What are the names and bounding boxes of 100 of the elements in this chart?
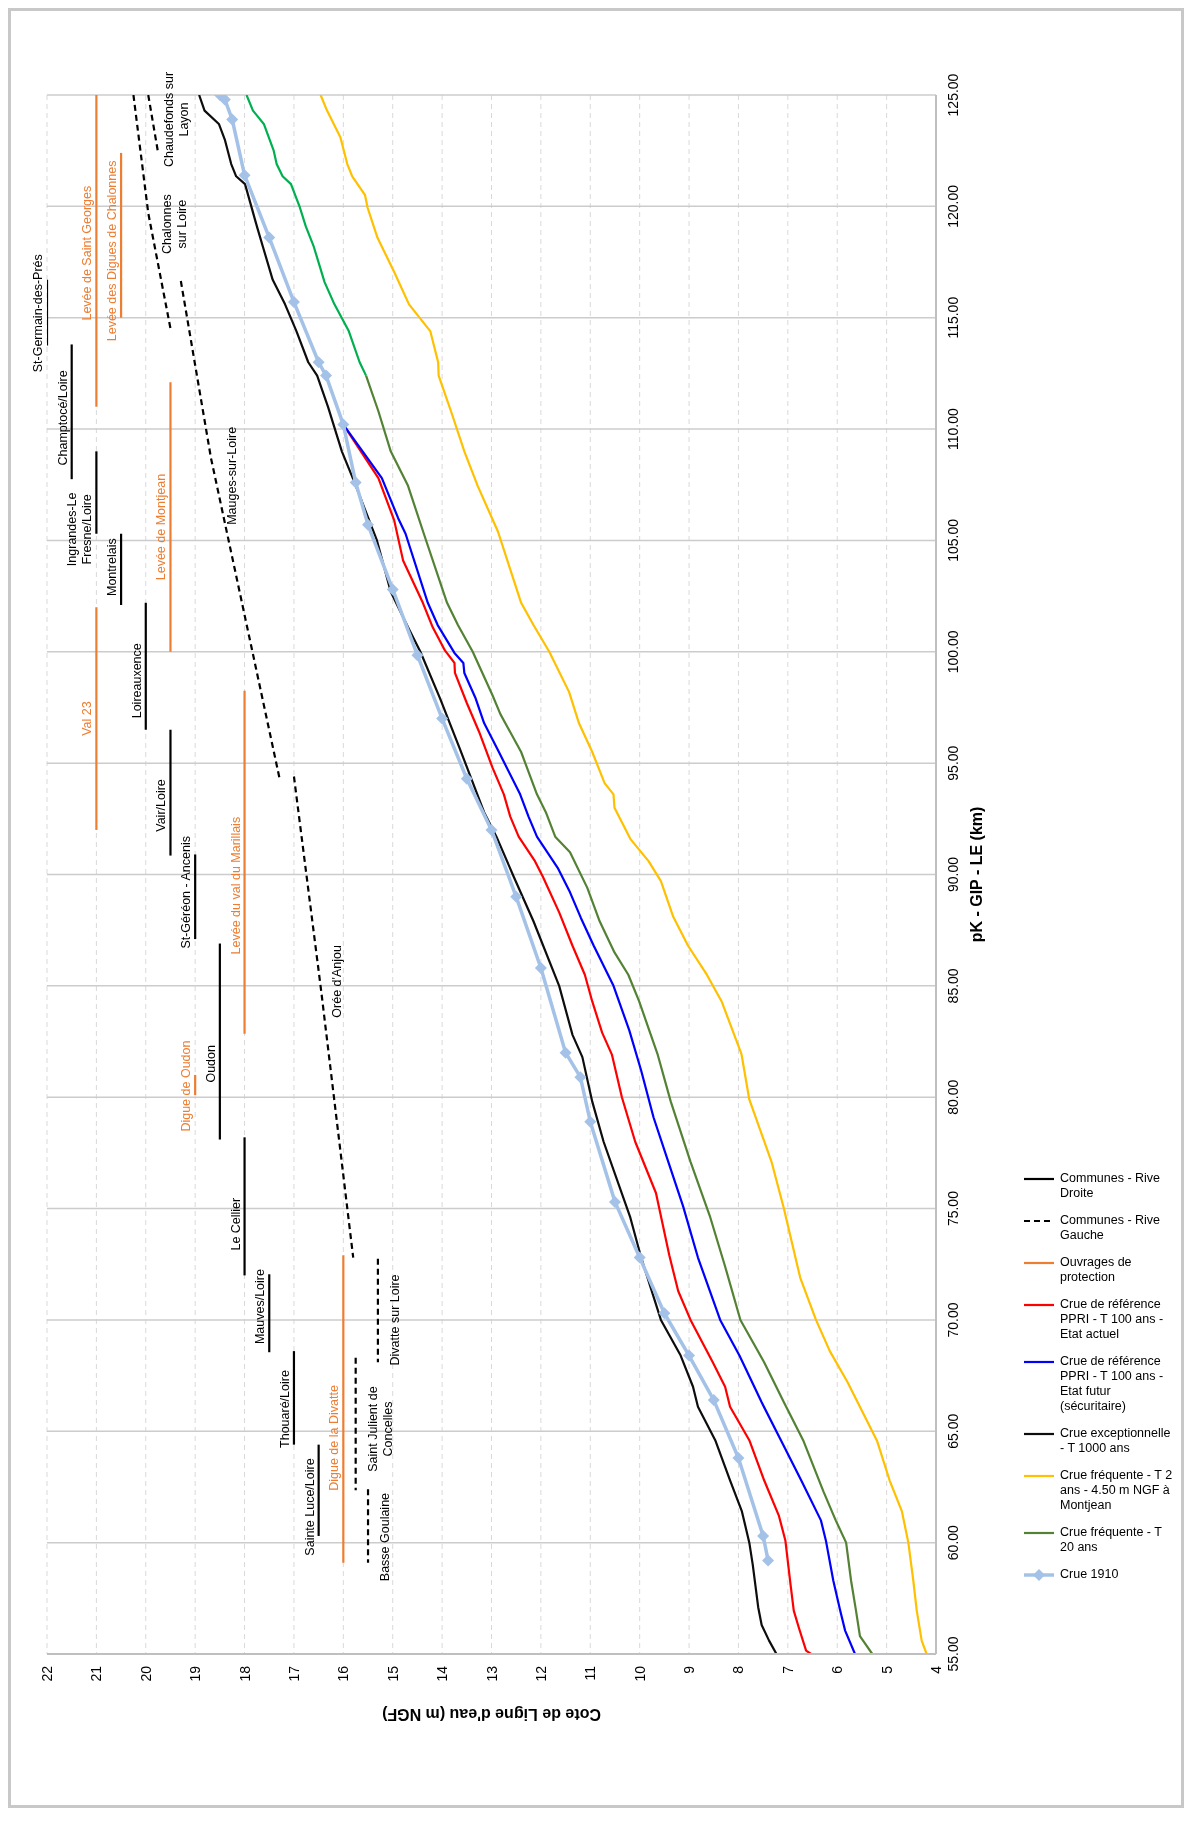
point	[757, 1529, 770, 1542]
point	[226, 113, 239, 126]
point	[608, 1195, 621, 1208]
annotation: Montrelais	[105, 538, 120, 596]
annotation: Basse Goulaine	[378, 1492, 393, 1582]
annotation: Chalonnes sur Loire	[160, 194, 190, 255]
annotation: Vair/Loire	[154, 779, 169, 832]
annotation: Loireauxence	[129, 643, 144, 719]
point	[485, 823, 498, 836]
y-tick-label: 120.00	[945, 184, 961, 228]
point	[633, 1251, 646, 1264]
x-tick-label: 6	[829, 1665, 846, 1674]
annotation: Le Cellier	[228, 1197, 243, 1251]
annotation: Levée des Digues de Chalonnes	[105, 160, 120, 342]
point	[386, 583, 399, 596]
line-series	[319, 95, 928, 1654]
point	[218, 95, 231, 106]
annotation: Val 23	[80, 701, 95, 736]
annotation: Champtocé/Loire	[55, 370, 70, 466]
point	[762, 1554, 775, 1567]
legend-label: Crue exceptionnelle - T 1000 ans	[1060, 1426, 1172, 1456]
x-tick-label: 7	[779, 1665, 796, 1674]
annotation: Chaudefonds sur Layon	[162, 71, 192, 168]
x-tick-label: 11	[582, 1665, 599, 1681]
legend-label: Communes - Rive Gauche	[1060, 1213, 1162, 1243]
point	[312, 356, 325, 369]
y-tick-label: 70.00	[945, 1302, 961, 1338]
point	[707, 1394, 720, 1407]
y-tick-label: 60.00	[945, 1524, 961, 1561]
x-tick-label: 15	[384, 1665, 401, 1682]
y-tick-label: 105.00	[945, 518, 961, 562]
point	[337, 418, 350, 431]
annotation: Mauves/Loire	[253, 1269, 268, 1345]
point	[584, 1115, 597, 1128]
y-tick-label: 55.00	[945, 1636, 961, 1672]
point	[534, 962, 547, 975]
point	[287, 296, 300, 309]
annotation: Oudon	[203, 1044, 218, 1083]
x-tick-label: 12	[532, 1665, 549, 1682]
point	[238, 169, 251, 182]
point	[349, 476, 362, 489]
y-tick-label: 80.00	[945, 1079, 961, 1115]
point	[732, 1452, 745, 1465]
point	[683, 1349, 696, 1362]
x-tick-label: 19	[187, 1665, 204, 1682]
annotation: St-Géréon - Ancenis	[179, 836, 194, 949]
annotation: Mauges-sur-Loire	[224, 426, 239, 525]
point	[411, 649, 424, 662]
y-tick-label: 75.00	[945, 1190, 961, 1227]
x-tick-label: 20	[137, 1665, 154, 1682]
legend-label: Ouvrages de protection	[1060, 1255, 1133, 1285]
x-tick-label: 22	[39, 1665, 55, 1682]
annotation: Saint Julient de Concelles	[365, 1386, 395, 1472]
y-tick-label: 85.00	[945, 968, 961, 1004]
point	[559, 1046, 572, 1059]
legend-label: Crue 1910	[1060, 1567, 1120, 1582]
legend-label: Crue fréquente - T 20 ans	[1060, 1525, 1163, 1555]
legend-label: Communes - Rive Droite	[1060, 1171, 1162, 1201]
y-axis-title: pK - GIP - LE (km)	[967, 806, 985, 943]
y-tick-label: 115.00	[945, 296, 961, 339]
annotation: Sainte Luce/Loire	[302, 1458, 317, 1556]
x-tick-label: 17	[285, 1665, 302, 1682]
x-tick-label: 14	[434, 1665, 451, 1682]
annotation: Digue de la Divatte	[327, 1385, 342, 1491]
point	[263, 231, 276, 244]
x-tick-label: 16	[335, 1665, 352, 1682]
line-series	[245, 95, 368, 377]
x-tick-label: 21	[88, 1665, 105, 1682]
point	[460, 772, 473, 785]
y-tick-label: 65.00	[945, 1413, 961, 1449]
x-tick-label: 9	[681, 1665, 698, 1674]
annotation: Levée de Montjean	[154, 473, 169, 581]
annotation: Divatte sur Loire	[387, 1274, 402, 1366]
x-axis-title: Cote de Ligne d'eau (m NGF)	[382, 1705, 601, 1723]
point	[320, 369, 333, 382]
legend-label: Crue fréquente - T 2 ans - 4.50 m NGF à Montjean	[1060, 1468, 1174, 1513]
point	[658, 1307, 671, 1320]
annotation: Digue de Oudon	[179, 1040, 194, 1132]
y-tick-label: 90.00	[945, 856, 961, 893]
x-tick-label: 8	[730, 1665, 747, 1674]
annotation: Levée de Saint Georges	[80, 185, 95, 321]
y-tick-label: 100.00	[945, 630, 961, 674]
x-tick-label: 18	[236, 1665, 253, 1682]
point	[510, 890, 523, 903]
y-tick-label: 110.00	[945, 407, 961, 450]
annotation: Levée du val du Marillais	[228, 816, 243, 955]
annotation: Ingrandes-Le Fresne/Loire	[65, 492, 95, 567]
legend-label: Crue de référence PPRI - T 100 ans - Etat futur (sécuritaire)	[1060, 1354, 1165, 1414]
annotation: Orée d'Anjou	[330, 945, 345, 1018]
point	[574, 1071, 587, 1084]
y-tick-label: 125.00	[945, 73, 961, 117]
annotation: St-Germain-des-Prés	[31, 254, 45, 373]
x-tick-label: 10	[631, 1665, 648, 1682]
legend-label: Crue de référence PPRI - T 100 ans - Etat actuel	[1060, 1297, 1165, 1342]
annotation: Thouaré/Loire	[277, 1370, 292, 1448]
x-tick-label: 5	[878, 1665, 895, 1674]
y-tick-label: 95.00	[945, 745, 961, 781]
x-tick-label: 13	[483, 1665, 500, 1682]
x-tick-label: 4	[928, 1665, 944, 1674]
point	[436, 712, 449, 725]
